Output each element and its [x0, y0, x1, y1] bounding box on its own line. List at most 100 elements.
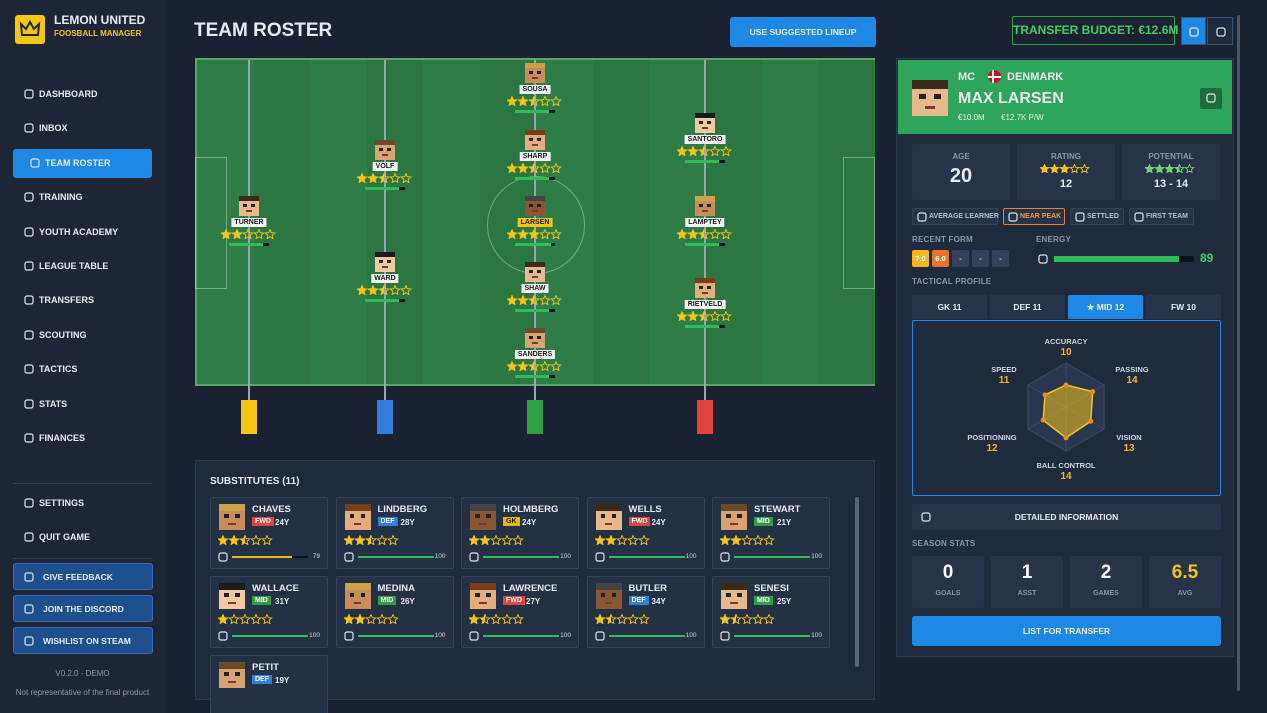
sub-card[interactable]: BUTLER DEF 34Y 100 [586, 576, 705, 648]
energy-value: 100 [309, 632, 320, 639]
radar-label: POSITIONING [967, 433, 1017, 442]
star-half [731, 614, 736, 624]
sub-name: LINDBERG [377, 504, 428, 515]
sub-card[interactable]: LAWRENCE FWD 27Y 100 [461, 576, 579, 648]
stat-box-rating: RATING 12 [1017, 144, 1115, 200]
nav-item[interactable]: INBOX [13, 114, 152, 143]
form-box: - [972, 250, 989, 267]
link-button[interactable]: WISHLIST ON STEAM [13, 627, 153, 654]
sub-card[interactable]: HOLMBERG GK 24Y 100 [461, 497, 579, 569]
sub-card[interactable]: CHAVES FWD 24Y 79 [210, 497, 328, 569]
nav-item[interactable]: TRAINING [13, 183, 152, 212]
energy-fill [608, 556, 685, 558]
icon [24, 261, 34, 271]
sub-card[interactable]: SENESI MID 25Y 100 [712, 576, 830, 648]
rod [248, 60, 250, 401]
player-name-tag: SOUSA [519, 85, 551, 94]
profile-tab[interactable]: ★ MID 12 [1068, 295, 1143, 319]
nav-item[interactable]: TEAM ROSTER [13, 148, 152, 178]
player-face [525, 328, 545, 348]
energy-bar [1054, 256, 1194, 262]
position-badge: FWD [628, 517, 651, 526]
nav-item[interactable]: LEAGUE TABLE [13, 252, 152, 281]
star-full [507, 295, 517, 305]
eye [475, 514, 480, 519]
pitch-player[interactable]: SOUSA [505, 63, 565, 117]
pitch-player[interactable]: SANDERS [505, 328, 565, 382]
pitch-player[interactable]: SHARP [505, 130, 565, 184]
icon [343, 552, 354, 562]
sub-card[interactable]: PETIT DEF 19Y [210, 655, 328, 713]
mouth [604, 601, 613, 604]
star-full [1165, 164, 1174, 173]
details-button[interactable]: DETAILED INFORMATION [912, 504, 1221, 530]
energy-bar [515, 375, 555, 378]
eye [726, 593, 731, 598]
nav-item[interactable]: YOUTH ACADEMY [13, 218, 152, 247]
star-rating [357, 285, 412, 295]
player-name-tag: SHAW [521, 284, 549, 293]
pitch-player[interactable]: RIETVELD [675, 278, 735, 332]
system-item[interactable]: SETTINGS [13, 493, 152, 515]
star-full [368, 173, 378, 183]
sub-card[interactable]: WALLACE MID 31Y 100 [210, 576, 328, 648]
suggest-button[interactable]: USE SUGGESTED LINEUP [730, 17, 876, 47]
edit-button[interactable] [1200, 88, 1222, 109]
pitch-player[interactable]: TURNER [219, 196, 279, 250]
position-badge: MID [754, 517, 773, 526]
radar-value: 14 [1060, 471, 1072, 482]
rod-handle[interactable] [697, 400, 713, 434]
profile-tab[interactable]: FW 10 [1146, 295, 1221, 319]
pitch-player[interactable]: LARSEN [505, 196, 565, 250]
star-outline [550, 96, 562, 106]
view-toggle-grid[interactable] [1181, 17, 1206, 45]
profile-tab[interactable]: DEF 11 [990, 295, 1065, 319]
energy-bar [608, 556, 685, 558]
pitch-player[interactable]: WARD [355, 252, 415, 306]
energy-fill [515, 177, 549, 180]
rod-handle[interactable] [527, 400, 543, 434]
sub-card[interactable]: LINDBERG DEF 28Y 100 [335, 497, 454, 569]
star-rating [677, 229, 732, 239]
season-stat: 6.5 AVG [1149, 556, 1221, 608]
sub-name: HOLMBERG [503, 504, 559, 515]
nav-item[interactable]: DASHBOARD [13, 80, 152, 109]
rod-handle[interactable] [241, 400, 257, 434]
profile-tab[interactable]: GK 11 [912, 295, 987, 319]
icon [469, 552, 479, 562]
link-button[interactable]: GIVE FEEDBACK [13, 563, 153, 590]
star-full [354, 614, 365, 624]
nav-item[interactable]: SCOUTING [13, 321, 152, 350]
nav-item[interactable]: STATS [13, 390, 152, 419]
system-item[interactable]: QUIT GAME [13, 527, 152, 549]
star-rating [677, 311, 732, 321]
star-rating [507, 229, 562, 239]
nav-item[interactable]: TRANSFERS [13, 286, 152, 315]
energy-fill [515, 110, 549, 113]
view-toggle-list[interactable] [1207, 17, 1233, 45]
disclaimer: Not representative of the final product [15, 688, 150, 697]
list-transfer-button[interactable]: LIST FOR TRANSFER [912, 616, 1221, 646]
energy-value: 79 [312, 553, 320, 560]
trait-label: FIRST TEAM [1146, 213, 1188, 220]
nav-item[interactable]: FINANCES [13, 424, 152, 453]
rod-handle[interactable] [377, 400, 393, 434]
energy-fill [483, 635, 559, 637]
sub-card[interactable]: STEWART MID 21Y 100 [712, 497, 830, 569]
pitch-player[interactable]: SHAW [505, 262, 565, 316]
pitch-player[interactable]: SANTORO [675, 113, 735, 167]
star-outline [741, 614, 753, 624]
energy-fill [357, 556, 434, 558]
star-half [379, 285, 384, 295]
eye [235, 514, 240, 519]
player-name: MAX LARSEN [958, 90, 1064, 107]
radar-label: ACCURACY [1044, 337, 1088, 346]
pitch-stripe [592, 60, 649, 384]
sub-card[interactable]: WELLS FWD 24Y 100 [586, 497, 705, 569]
nav-item[interactable]: TACTICS [13, 355, 152, 384]
link-button[interactable]: JOIN THE DISCORD [13, 595, 153, 622]
pitch-player[interactable]: VOLF [355, 140, 415, 194]
sub-card[interactable]: MEDINA MID 26Y 100 [335, 576, 454, 648]
star-outline [763, 614, 775, 624]
pitch-player[interactable]: LAMPTEY [675, 196, 735, 250]
